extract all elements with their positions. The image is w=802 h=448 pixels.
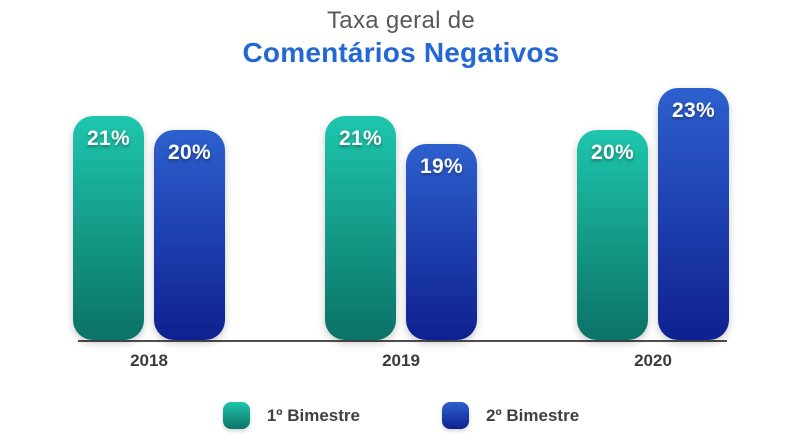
bar-2020-serie1: 20% [577,130,648,340]
bar-2019-serie2: 19% [406,144,477,340]
chart-subtitle: Comentários Negativos [242,36,560,68]
legend-label: 2º Bimestre [486,405,580,425]
legend-swatch-icon [222,402,250,429]
chart-title-block: Taxa geral de Comentários Negativos [0,7,802,69]
bar-value-label: 20% [168,141,211,164]
bar-value-label: 20% [591,141,634,164]
x-axis-label-2020: 2020 [634,351,672,370]
x-axis-line [78,340,727,342]
legend-label: 1º Bimestre [266,405,360,425]
x-axis-label-2019: 2019 [382,351,420,370]
bar-2018-serie1: 21% [73,116,144,340]
legend-swatch-icon [442,402,469,429]
bar-2018-serie2: 20% [154,130,225,340]
bar-2020-serie2: 23% [658,88,729,340]
bar-value-label: 19% [420,155,463,178]
legend: 1º Bimestre 2º Bimestre [0,402,802,429]
bar-value-label: 21% [87,127,130,150]
bar-value-label: 21% [339,127,382,150]
chart-title: Taxa geral de [327,7,475,34]
bar-2019-serie1: 21% [325,116,396,340]
legend-item-serie2: 2º Bimestre [442,402,579,429]
x-axis-label-2018: 2018 [130,351,168,370]
legend-item-serie1: 1º Bimestre [222,402,360,429]
bar-value-label: 23% [672,99,715,122]
